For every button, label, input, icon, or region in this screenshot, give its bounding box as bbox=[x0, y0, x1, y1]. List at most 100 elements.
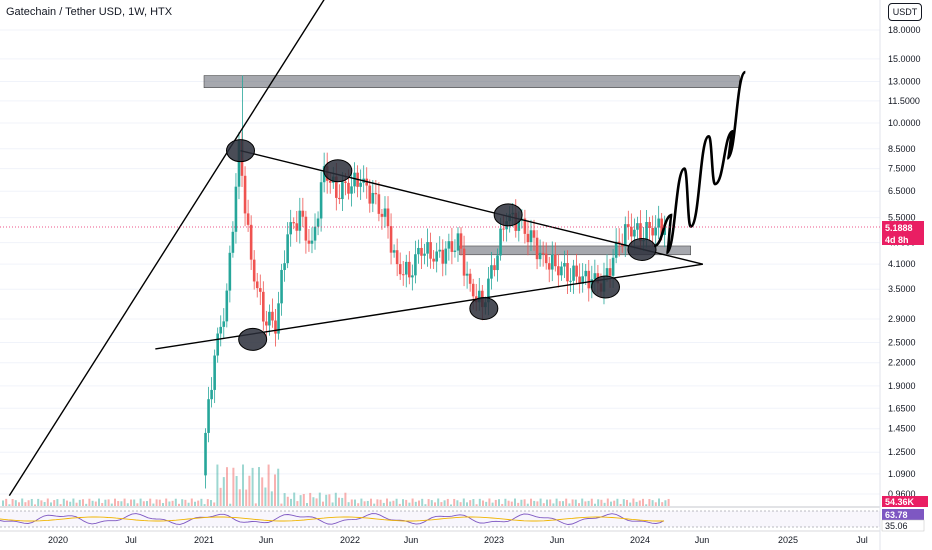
volume-bar bbox=[222, 477, 225, 506]
volume-bar bbox=[418, 500, 420, 506]
candle-body bbox=[392, 250, 396, 253]
volume-bar bbox=[88, 498, 91, 506]
volume-bar bbox=[142, 501, 145, 506]
volume-bar bbox=[248, 475, 251, 506]
grid bbox=[0, 0, 881, 550]
volume-bar bbox=[501, 503, 504, 506]
volume-bar bbox=[104, 499, 107, 506]
volume-bar bbox=[290, 498, 292, 506]
volume-bar bbox=[293, 492, 296, 506]
volume-label-bg bbox=[882, 496, 928, 507]
candle-body bbox=[335, 176, 338, 198]
x-tick-label: Jun bbox=[550, 535, 565, 545]
volume-bar bbox=[635, 501, 638, 506]
trendline bbox=[8, 0, 325, 497]
y-tick-label: 8.5000 bbox=[888, 144, 916, 154]
volume-bar bbox=[155, 499, 158, 506]
pivot-marker bbox=[591, 275, 620, 299]
volume-bar bbox=[478, 498, 481, 506]
candle-body bbox=[420, 247, 423, 256]
candle-body bbox=[268, 311, 271, 326]
rsi-pane bbox=[0, 510, 880, 528]
candle-body bbox=[465, 273, 469, 276]
candle-body bbox=[417, 247, 420, 255]
volume-bar bbox=[261, 477, 264, 506]
candle-body bbox=[563, 263, 566, 267]
volume-bar bbox=[24, 502, 27, 506]
volume-bar bbox=[510, 501, 513, 506]
volume-bar bbox=[584, 501, 587, 506]
candle-body bbox=[557, 266, 560, 276]
y-tick-label: 1.0900 bbox=[888, 469, 916, 479]
candle-body bbox=[408, 261, 411, 278]
volume-bar bbox=[491, 502, 494, 506]
volume-bar bbox=[494, 499, 497, 506]
candle-body bbox=[496, 255, 499, 271]
candle-body bbox=[219, 326, 223, 334]
volume-bar bbox=[555, 498, 558, 506]
volume-bar bbox=[78, 499, 81, 506]
candle-body bbox=[605, 268, 609, 277]
candle-body bbox=[313, 226, 317, 241]
volume-label: 54.36K bbox=[885, 497, 915, 507]
volume-bar bbox=[590, 498, 593, 506]
volume-bar bbox=[203, 504, 206, 506]
volume-bar bbox=[645, 504, 648, 506]
candle-body bbox=[237, 140, 241, 187]
trendline bbox=[155, 263, 703, 350]
x-tick-label: 2020 bbox=[48, 535, 68, 545]
volume-bar bbox=[341, 497, 344, 506]
candle-body bbox=[249, 224, 253, 260]
candle-body bbox=[350, 186, 353, 194]
volume-bar bbox=[437, 498, 440, 506]
volume-bar bbox=[277, 468, 280, 506]
volume-bar bbox=[56, 499, 59, 506]
volume-bar bbox=[622, 499, 625, 506]
price-axis[interactable]: 18.0000 15.0000 13.0000 11.5000 10.0000 8.500… bbox=[888, 25, 921, 499]
volume-bar bbox=[594, 503, 596, 506]
volume-bar bbox=[120, 501, 123, 506]
volume-bar bbox=[216, 464, 219, 506]
volume-bar bbox=[299, 495, 302, 506]
volume-bar bbox=[651, 500, 654, 506]
currency-button[interactable]: USDT bbox=[888, 3, 922, 21]
x-tick-label: Jul bbox=[125, 535, 137, 545]
volume-bar bbox=[587, 500, 590, 506]
volume-bar bbox=[606, 498, 609, 506]
y-tick-label: 1.4500 bbox=[888, 424, 916, 434]
volume-bar bbox=[254, 503, 257, 506]
volume-bar bbox=[11, 499, 14, 506]
volume-bar bbox=[149, 498, 152, 506]
candles bbox=[204, 75, 666, 489]
candle-body bbox=[517, 220, 521, 231]
volume-bar bbox=[325, 494, 328, 506]
candle-body bbox=[295, 223, 299, 231]
candle-body bbox=[581, 276, 584, 284]
volume-bar bbox=[402, 499, 404, 506]
volume-bar bbox=[264, 487, 267, 506]
volume-bar bbox=[178, 503, 180, 506]
candle-body bbox=[359, 182, 362, 187]
volume-bar bbox=[5, 498, 8, 506]
y-tick-label: 13.0000 bbox=[888, 77, 921, 87]
volume-bar bbox=[363, 501, 366, 506]
candle-body bbox=[353, 172, 356, 187]
candle-body bbox=[383, 208, 387, 217]
candle-body bbox=[633, 229, 636, 237]
volume-bar bbox=[146, 501, 148, 506]
volume-bar bbox=[466, 502, 468, 506]
volume-bar bbox=[549, 499, 552, 506]
volume-bar bbox=[424, 504, 427, 506]
volume-bar bbox=[392, 500, 395, 506]
rsi-label: 63.78 bbox=[885, 510, 908, 520]
candle-body bbox=[213, 355, 216, 390]
candle-body bbox=[608, 268, 612, 276]
time-axis[interactable]: 2020 Jul 2021 Jun 2022 Jun 2023 Jun 2024 Jun 2025 J… bbox=[48, 535, 868, 545]
candle-body bbox=[453, 250, 457, 252]
candle-body bbox=[547, 263, 551, 270]
candle-body bbox=[435, 251, 438, 262]
volume-bar bbox=[530, 498, 532, 506]
candle-body bbox=[328, 180, 332, 183]
candle-body bbox=[262, 291, 265, 322]
